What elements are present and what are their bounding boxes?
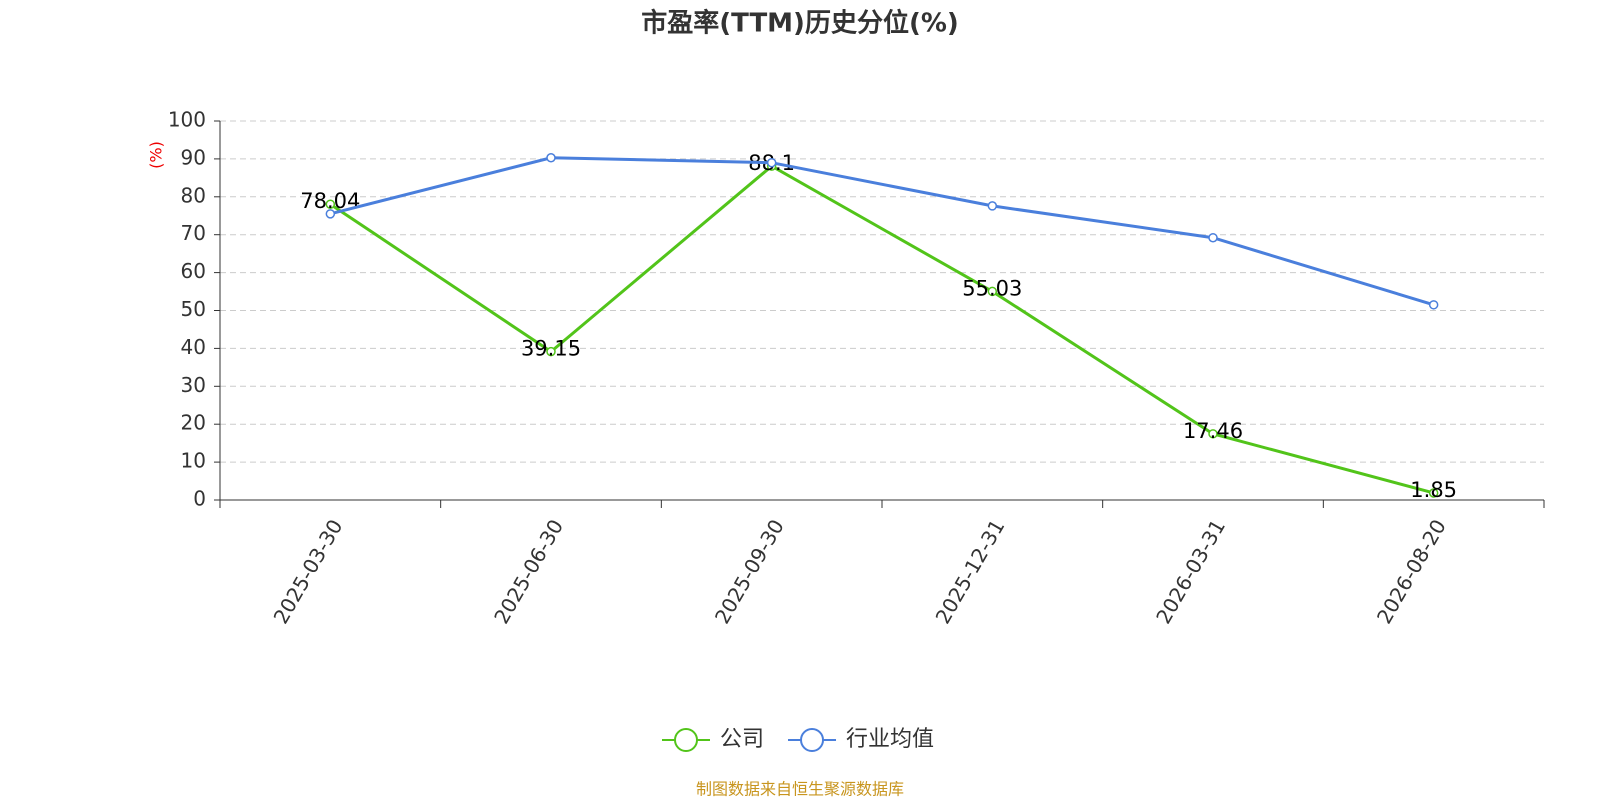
y-tick-label: 10: [181, 449, 206, 473]
x-tick-label: 2025-12-31: [931, 515, 1010, 628]
x-tick-label: 2025-03-30: [269, 515, 348, 628]
data-point: [1208, 429, 1218, 439]
source-note: 制图数据来自恒生聚源数据库: [696, 780, 904, 799]
y-tick-label: 90: [181, 145, 206, 169]
data-point: [1428, 300, 1439, 310]
data-label: 17.46: [1183, 419, 1243, 443]
data-label: 39.15: [521, 337, 581, 361]
data-label: 1.85: [1410, 478, 1457, 502]
data-point: [546, 153, 556, 163]
data-point: [987, 286, 998, 297]
series-line: [329, 156, 1435, 307]
x-tick-label: 2026-08-20: [1372, 515, 1451, 628]
y-tick-label: 0: [193, 487, 206, 511]
data-point: [325, 209, 336, 219]
legend-marker: [674, 728, 698, 752]
y-tick-label: 40: [181, 335, 206, 359]
data-point: [1428, 488, 1439, 498]
data-point: [1208, 232, 1218, 243]
y-tick-label: 70: [181, 221, 206, 245]
y-axis-label: (%): [147, 141, 166, 169]
y-tick-label: 20: [181, 411, 206, 435]
legend-label: 公司: [720, 727, 764, 752]
x-tick-label: 2025-09-30: [710, 515, 789, 628]
data-point: [987, 201, 998, 211]
legend-marker: [800, 728, 825, 752]
data-label: 55.03: [962, 276, 1022, 300]
x-tick-label: 2025-06-30: [489, 515, 568, 628]
data-point: [766, 157, 777, 168]
y-tick-label: 60: [181, 259, 206, 283]
y-tick-label: 80: [181, 183, 206, 207]
y-tick-label: 100: [168, 108, 206, 132]
chart-title: 市盈率(TTM)历史分位(%): [641, 8, 959, 39]
series-line: [329, 164, 1435, 495]
y-tick-label: 50: [181, 297, 206, 321]
legend-label: 行业均值: [846, 727, 934, 752]
data-point: [325, 199, 336, 209]
y-tick-label: 30: [181, 373, 206, 397]
data-point: [546, 346, 556, 357]
x-tick-label: 2026-03-31: [1151, 515, 1230, 628]
